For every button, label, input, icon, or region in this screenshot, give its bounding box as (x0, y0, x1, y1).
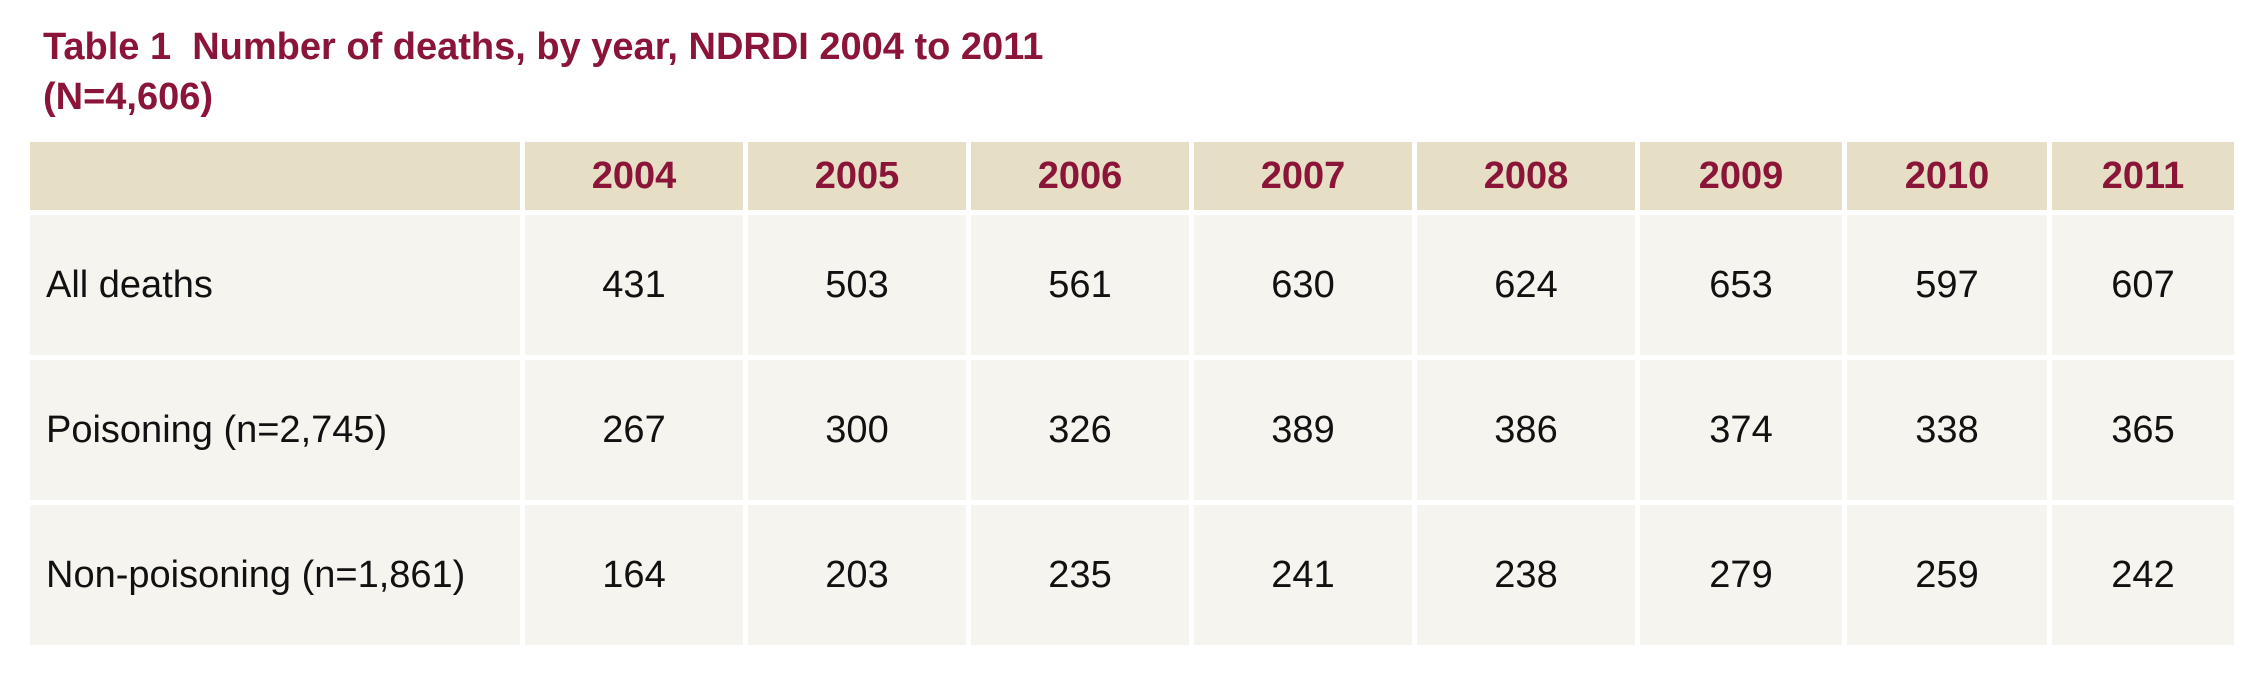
value-cell: 597 (1847, 215, 2047, 355)
table-row: All deaths 431 503 561 630 624 653 597 607 (30, 215, 2234, 355)
table-title: Table 1 Number of deaths, by year, NDRDI… (43, 26, 1054, 118)
row-label: All deaths (30, 215, 520, 355)
table-row: Poisoning (n=2,745) 267 300 326 389 386 374 338… (30, 360, 2234, 500)
table-body: All deaths 431 503 561 630 624 653 597 607 Poison… (30, 215, 2234, 645)
value-cell: 326 (971, 360, 1189, 500)
value-cell: 300 (748, 360, 966, 500)
table-row: Non-poisoning (n=1,861) 164 203 235 241 238 27… (30, 505, 2234, 645)
value-cell: 203 (748, 505, 966, 645)
value-cell: 242 (2052, 505, 2234, 645)
data-table: 2004 2005 2006 2007 2008 2009 2010 2011 All dea… (25, 137, 2239, 650)
value-cell: 365 (2052, 360, 2234, 500)
column-header: 2006 (971, 142, 1189, 210)
value-cell: 259 (1847, 505, 2047, 645)
header-row: 2004 2005 2006 2007 2008 2009 2010 2011 (30, 142, 2234, 210)
value-cell: 235 (971, 505, 1189, 645)
value-cell: 279 (1640, 505, 1842, 645)
value-cell: 386 (1417, 360, 1635, 500)
value-cell: 338 (1847, 360, 2047, 500)
column-header: 2011 (2052, 142, 2234, 210)
value-cell: 241 (1194, 505, 1412, 645)
column-header: 2010 (1847, 142, 2047, 210)
value-cell: 630 (1194, 215, 1412, 355)
value-cell: 267 (525, 360, 743, 500)
row-label: Poisoning (n=2,745) (30, 360, 520, 500)
column-header: 2009 (1640, 142, 1842, 210)
value-cell: 431 (525, 215, 743, 355)
column-header: 2004 (525, 142, 743, 210)
value-cell: 374 (1640, 360, 1842, 500)
column-header: 2008 (1417, 142, 1635, 210)
value-cell: 164 (525, 505, 743, 645)
column-header: 2007 (1194, 142, 1412, 210)
value-cell: 389 (1194, 360, 1412, 500)
column-header: 2005 (748, 142, 966, 210)
value-cell: 653 (1640, 215, 1842, 355)
value-cell: 238 (1417, 505, 1635, 645)
value-cell: 503 (748, 215, 966, 355)
value-cell: 607 (2052, 215, 2234, 355)
value-cell: 561 (971, 215, 1189, 355)
value-cell: 624 (1417, 215, 1635, 355)
corner-cell (30, 142, 520, 210)
row-label: Non-poisoning (n=1,861) (30, 505, 520, 645)
